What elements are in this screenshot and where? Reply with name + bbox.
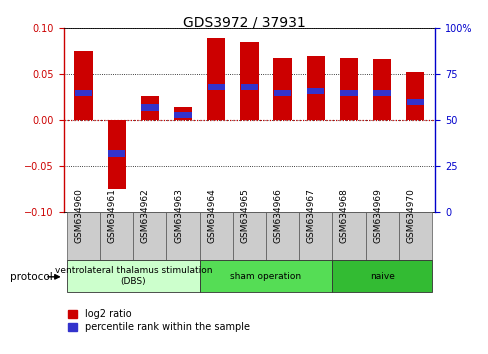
Text: GSM634962: GSM634962 bbox=[141, 188, 149, 243]
Bar bbox=[207, 84, 224, 91]
Text: GDS3972 / 37931: GDS3972 / 37931 bbox=[183, 16, 305, 30]
Bar bbox=[75, 90, 92, 96]
Bar bbox=[240, 42, 258, 120]
Text: GSM634964: GSM634964 bbox=[207, 188, 216, 243]
Text: GSM634967: GSM634967 bbox=[306, 188, 315, 243]
Bar bbox=[166, 212, 199, 260]
Bar bbox=[199, 212, 232, 260]
Bar bbox=[299, 212, 332, 260]
Bar bbox=[398, 212, 431, 260]
Bar bbox=[365, 212, 398, 260]
Bar bbox=[332, 212, 365, 260]
Bar bbox=[108, 150, 125, 157]
Bar bbox=[406, 73, 424, 120]
Bar bbox=[206, 38, 225, 120]
Text: GSM634970: GSM634970 bbox=[406, 188, 414, 243]
Text: sham operation: sham operation bbox=[230, 272, 301, 281]
Bar bbox=[240, 84, 258, 91]
Bar bbox=[306, 88, 324, 94]
Bar bbox=[406, 99, 423, 105]
Bar bbox=[133, 212, 166, 260]
Bar bbox=[141, 104, 158, 111]
Bar bbox=[174, 112, 191, 118]
Bar bbox=[373, 90, 390, 96]
Text: ventrolateral thalamus stimulation
(DBS): ventrolateral thalamus stimulation (DBS) bbox=[54, 267, 212, 286]
Bar bbox=[199, 260, 332, 292]
Bar bbox=[107, 120, 125, 189]
Text: GSM634965: GSM634965 bbox=[240, 188, 249, 243]
Text: GSM634968: GSM634968 bbox=[339, 188, 348, 243]
Bar bbox=[100, 212, 133, 260]
Legend: log2 ratio, percentile rank within the sample: log2 ratio, percentile rank within the s… bbox=[68, 309, 249, 332]
Bar bbox=[67, 212, 100, 260]
Text: GSM634961: GSM634961 bbox=[107, 188, 117, 243]
Bar bbox=[306, 56, 324, 120]
Text: protocol: protocol bbox=[10, 272, 52, 282]
Bar bbox=[141, 96, 159, 120]
Bar bbox=[232, 212, 265, 260]
Bar bbox=[74, 51, 92, 120]
Text: GSM634960: GSM634960 bbox=[74, 188, 83, 243]
Text: GSM634969: GSM634969 bbox=[372, 188, 381, 243]
Bar bbox=[339, 58, 357, 120]
Bar bbox=[265, 212, 299, 260]
Bar bbox=[174, 107, 192, 120]
Bar bbox=[372, 59, 390, 120]
Text: GSM634966: GSM634966 bbox=[273, 188, 282, 243]
Text: GSM634963: GSM634963 bbox=[174, 188, 183, 243]
Bar bbox=[273, 90, 291, 96]
Text: naive: naive bbox=[369, 272, 394, 281]
Bar bbox=[273, 58, 291, 120]
Bar bbox=[332, 260, 431, 292]
Bar bbox=[67, 260, 199, 292]
Bar bbox=[340, 90, 357, 96]
